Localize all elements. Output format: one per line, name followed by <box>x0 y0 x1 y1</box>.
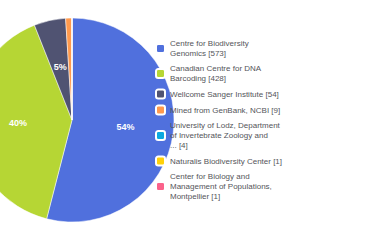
svg-text:Wellcome Sanger Institute [54]: Wellcome Sanger Institute [54] <box>170 90 279 99</box>
svg-text:54%: 54% <box>117 122 135 132</box>
svg-text:... [4]: ... [4] <box>170 141 188 150</box>
svg-text:5%: 5% <box>54 62 67 72</box>
svg-text:40%: 40% <box>9 118 27 128</box>
svg-text:Center for Biology and: Center for Biology and <box>170 172 250 181</box>
svg-text:Naturalis Biodiversity Center: Naturalis Biodiversity Center [1] <box>170 157 282 166</box>
svg-text:Management of Populations,: Management of Populations, <box>170 182 272 191</box>
svg-text:Barcoding [428]: Barcoding [428] <box>170 74 226 83</box>
svg-text:University of Lodz, Department: University of Lodz, Department <box>170 121 281 130</box>
svg-text:Mined from GenBank, NCBI [9]: Mined from GenBank, NCBI [9] <box>170 106 280 115</box>
svg-text:Genomics [573]: Genomics [573] <box>170 49 226 58</box>
svg-text:Canadian Centre for DNA: Canadian Centre for DNA <box>170 64 262 73</box>
svg-text:of Invertebrate Zoology and: of Invertebrate Zoology and <box>170 131 268 140</box>
svg-text:Centre for Biodiversity: Centre for Biodiversity <box>170 39 249 48</box>
svg-text:Montpellier [1]: Montpellier [1] <box>170 192 220 201</box>
